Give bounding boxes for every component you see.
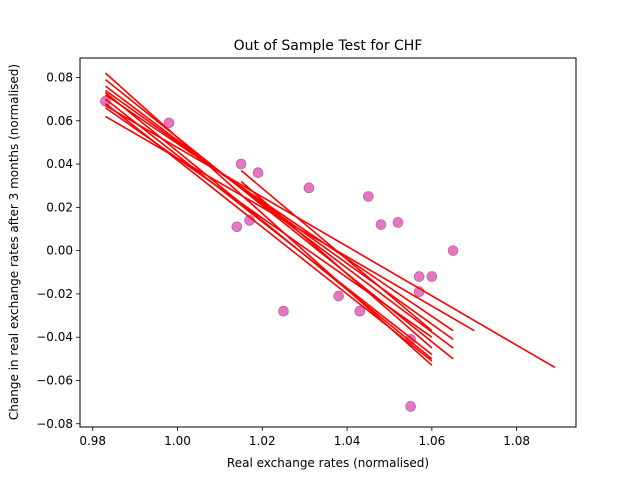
y-tick-label: 0.08 bbox=[46, 70, 73, 84]
data-point bbox=[278, 305, 289, 317]
data-point bbox=[252, 167, 264, 179]
fit-line bbox=[104, 72, 433, 366]
plot-frame bbox=[79, 57, 577, 428]
y-tick-label: −0.08 bbox=[36, 417, 73, 431]
fit-line bbox=[104, 92, 433, 360]
data-point bbox=[303, 182, 315, 194]
data-point bbox=[392, 217, 404, 228]
y-tick-label: 0.02 bbox=[46, 200, 73, 214]
plot-area bbox=[100, 72, 556, 412]
x-tick-label: 1.08 bbox=[503, 434, 530, 448]
x-tick-label: 1.00 bbox=[164, 434, 191, 448]
fit-line bbox=[104, 94, 454, 332]
x-axis-label: Real exchange rates (normalised) bbox=[227, 456, 429, 470]
data-point bbox=[447, 245, 459, 256]
fit-line bbox=[240, 169, 433, 332]
fit-lines bbox=[104, 72, 556, 369]
fit-line bbox=[104, 107, 433, 338]
data-point bbox=[426, 271, 438, 282]
data-point bbox=[163, 117, 175, 129]
data-point bbox=[333, 290, 344, 302]
y-tick-label: −0.02 bbox=[36, 287, 73, 301]
data-point bbox=[405, 401, 416, 412]
x-tick-label: 0.98 bbox=[79, 434, 106, 448]
data-point bbox=[231, 221, 243, 233]
y-tick-label: −0.04 bbox=[36, 330, 73, 344]
y-axis: −0.08 −0.06 −0.04 −0.02 0.00 0.02 0.04 0.06 0.08 bbox=[36, 70, 80, 431]
data-points bbox=[100, 95, 459, 412]
fit-line bbox=[240, 180, 433, 349]
y-tick-label: 0.00 bbox=[46, 244, 73, 258]
x-tick-label: 1.04 bbox=[334, 434, 361, 448]
fit-line bbox=[104, 85, 454, 349]
x-axis: 0.98 1.00 1.02 1.04 1.06 1.08 bbox=[79, 427, 530, 448]
data-point bbox=[375, 219, 387, 230]
data-point bbox=[354, 305, 366, 317]
data-point bbox=[362, 191, 374, 202]
y-tick-label: 0.06 bbox=[46, 114, 73, 128]
y-axis-label: Change in real exchange rates after 3 mo… bbox=[7, 64, 21, 420]
x-tick-label: 1.02 bbox=[249, 434, 276, 448]
x-tick-label: 1.06 bbox=[419, 434, 446, 448]
fit-line bbox=[105, 104, 556, 369]
data-point bbox=[235, 158, 247, 170]
y-tick-label: 0.04 bbox=[46, 157, 73, 171]
data-point bbox=[413, 271, 425, 282]
chart-title: Out of Sample Test for CHF bbox=[234, 38, 423, 54]
fit-line bbox=[104, 98, 433, 356]
y-tick-label: −0.06 bbox=[36, 373, 73, 387]
